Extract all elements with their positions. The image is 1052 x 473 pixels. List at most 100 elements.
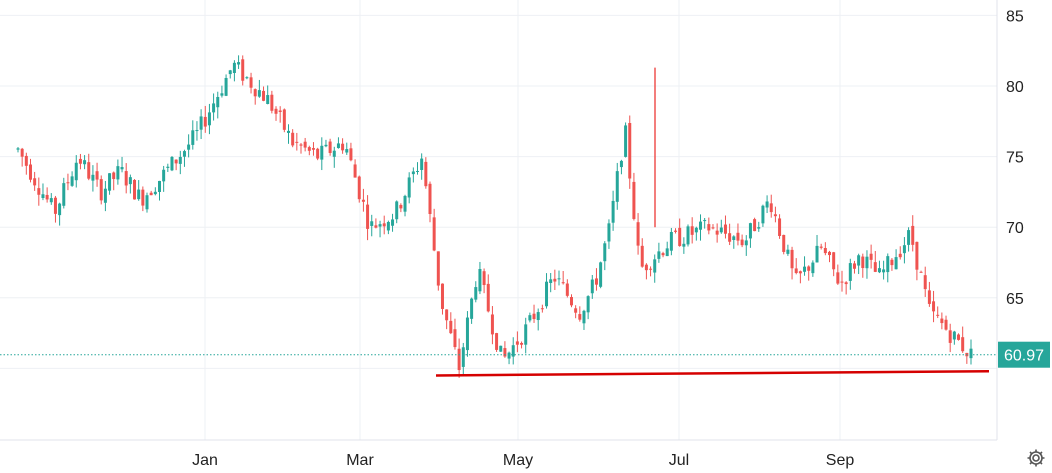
candle-body [961, 337, 965, 352]
candle-body [890, 259, 894, 266]
candle [690, 217, 694, 244]
candle [524, 317, 528, 354]
candle [619, 159, 623, 175]
candle-body [41, 194, 45, 198]
candle [707, 217, 711, 235]
candle-body [728, 233, 732, 242]
axes: 65 70 75 80 85 Jan Mar May Jul Sep [0, 0, 1024, 469]
candle [877, 260, 881, 274]
candle-body [361, 199, 365, 202]
candle [665, 241, 669, 257]
candle [520, 341, 524, 349]
candle [311, 142, 315, 156]
candle-body [83, 160, 87, 165]
support-trendline[interactable] [435, 369, 990, 377]
candle-body [74, 162, 78, 181]
candle [703, 217, 707, 229]
candle [45, 187, 49, 203]
candle [507, 351, 511, 365]
candle-body [574, 308, 578, 313]
candle-body [178, 156, 182, 164]
candle-body [357, 176, 361, 200]
candle-body [715, 230, 719, 235]
candle-body [112, 172, 116, 180]
candle-body [927, 290, 931, 304]
candle-body [624, 125, 628, 157]
candle-body [524, 324, 528, 345]
candle [607, 219, 611, 249]
candle [361, 188, 365, 212]
candle-body [844, 282, 848, 285]
candle [823, 242, 827, 256]
candle-body [674, 230, 678, 232]
candle [902, 237, 906, 264]
candle-body [632, 181, 636, 219]
candle [769, 194, 773, 218]
candle [386, 220, 390, 235]
candle-body [599, 262, 603, 287]
candle [328, 138, 332, 156]
candle [765, 195, 769, 214]
candle-body [703, 220, 707, 222]
candle [728, 223, 732, 246]
candle [503, 341, 507, 358]
candle-body [790, 249, 794, 269]
candle-body [320, 145, 324, 160]
settings-gear-icon[interactable] [1026, 448, 1046, 468]
candle-body [332, 150, 336, 157]
candle [753, 217, 757, 232]
candle-body [744, 240, 748, 246]
candle [87, 153, 91, 181]
candle-body [470, 298, 474, 319]
candle-body [619, 160, 623, 168]
candle [865, 250, 869, 279]
candle [99, 175, 103, 205]
candle-body [153, 191, 157, 195]
candle [778, 214, 782, 239]
candle-body [811, 262, 815, 274]
candle-body [249, 77, 253, 88]
candle [120, 156, 124, 173]
candle-body [224, 77, 228, 96]
candle-body [336, 143, 340, 149]
candle-body [852, 263, 856, 269]
y-tick-label: 70 [1006, 220, 1024, 237]
candle [599, 261, 603, 289]
candle-body [690, 226, 694, 235]
candle [694, 226, 698, 241]
candle [549, 273, 553, 293]
candle [561, 270, 565, 285]
candle-body [969, 348, 973, 359]
candle [594, 268, 598, 291]
candle [112, 171, 116, 191]
candle-body [316, 148, 320, 159]
candle-body [345, 149, 349, 153]
candle [482, 268, 486, 294]
candle-body [528, 315, 532, 321]
candle [836, 264, 840, 285]
candle-body [578, 314, 582, 320]
candle [794, 258, 798, 275]
candle [349, 142, 353, 162]
candle-body [465, 317, 469, 351]
candle [586, 295, 590, 320]
candle-body [740, 239, 744, 246]
candle [686, 224, 690, 247]
candle [303, 137, 307, 152]
candle-body [678, 227, 682, 246]
candle [557, 270, 561, 286]
candle-body [582, 310, 586, 324]
candle-body [474, 287, 478, 300]
candle [815, 234, 819, 263]
candle-body [798, 271, 802, 274]
candle-body [108, 173, 112, 191]
candle-body [416, 170, 420, 172]
candle [882, 260, 886, 280]
candle [515, 331, 519, 353]
candle-body [274, 108, 278, 114]
candle [457, 338, 461, 378]
candle-body [20, 148, 24, 157]
candle [936, 306, 940, 319]
candle [661, 251, 665, 258]
candle [461, 342, 465, 376]
